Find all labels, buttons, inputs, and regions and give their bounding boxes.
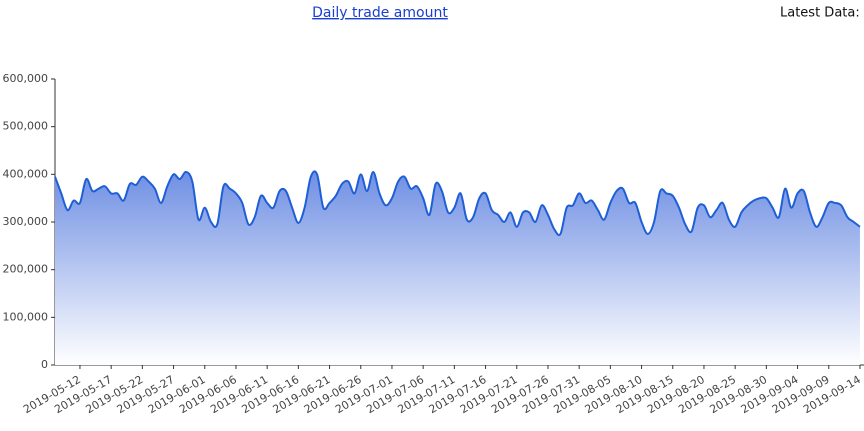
- y-tick-label: 500,000: [3, 120, 49, 133]
- y-tick-label: 0: [41, 358, 48, 371]
- y-tick-label: 300,000: [3, 215, 49, 228]
- area-fill: [55, 171, 860, 365]
- line: [54, 170, 861, 237]
- y-tick-label: 400,000: [3, 167, 49, 180]
- latest-data-label: Latest Data:: [780, 6, 860, 21]
- y-tick-label: 600,000: [3, 72, 49, 85]
- chart-title[interactable]: Daily trade amount: [312, 5, 448, 21]
- y-tick-label: 200,000: [3, 263, 49, 276]
- y-tick-label: 100,000: [3, 310, 49, 323]
